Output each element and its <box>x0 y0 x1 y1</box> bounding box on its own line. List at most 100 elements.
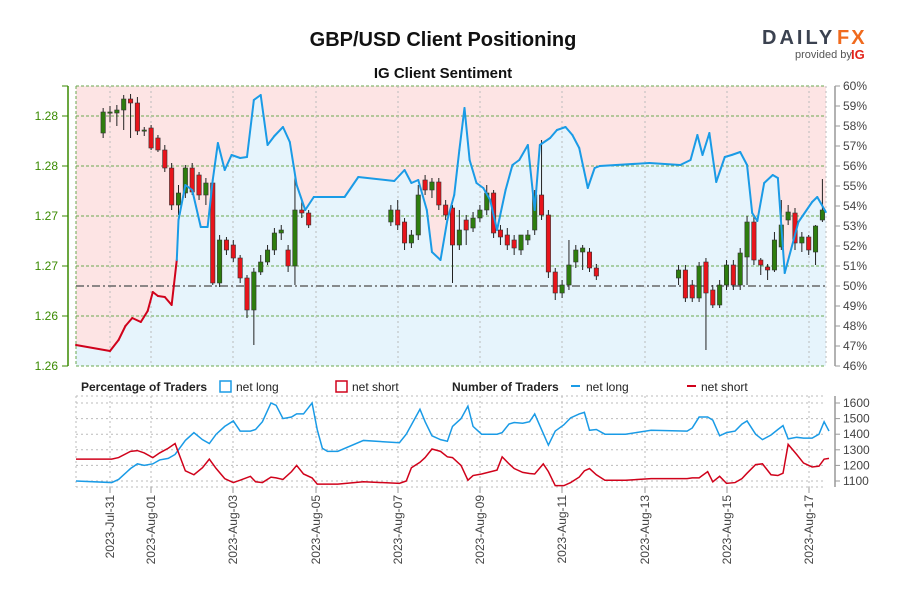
net-long-pct-segment <box>489 199 499 231</box>
net-long-pct-segment <box>797 201 814 223</box>
candle <box>237 255 243 283</box>
net-long-pct-segment <box>776 177 786 274</box>
candle-body <box>771 239 777 271</box>
logo-brand-right: FX <box>837 27 867 49</box>
candle-body <box>765 266 771 271</box>
candle <box>223 237 229 255</box>
candle <box>285 245 291 272</box>
candle-body <box>415 194 421 236</box>
date-tick-label: 2023-Aug-09 <box>473 495 487 565</box>
candle <box>710 285 716 308</box>
date-tick-label: 2023-Aug-03 <box>226 495 240 565</box>
net-long-pct-segment <box>715 156 726 183</box>
net-long-pct-segment <box>151 291 159 297</box>
candle-body <box>504 234 510 246</box>
price-tick-label: 1.26 <box>35 359 59 373</box>
candle-body <box>436 181 442 206</box>
net-long-pct-segment <box>723 154 733 158</box>
net-short-count-line <box>76 442 830 487</box>
net-long-pct-segment <box>475 182 485 189</box>
legend-pct-title: Percentage of Traders <box>81 380 207 394</box>
candle <box>771 232 777 272</box>
candle-body <box>244 277 250 311</box>
chart-subtitle: IG Client Sentiment <box>374 65 512 82</box>
date-tick-label: 2023-Aug-07 <box>391 495 405 565</box>
candle <box>134 97 140 135</box>
net-long-pct-segment <box>564 126 574 136</box>
candle-body <box>819 209 825 221</box>
candle-body <box>203 182 209 196</box>
net-long-pct-segment <box>701 132 711 156</box>
net-long-pct-segment <box>756 182 766 222</box>
legend-pct-short: net short <box>352 380 399 394</box>
date-tick-label: 2023-Aug-01 <box>144 495 158 565</box>
candle <box>292 175 298 285</box>
count-tick-label: 1600 <box>843 396 870 410</box>
net-long-pct-segment <box>571 134 581 149</box>
net-long-pct-segment <box>730 151 742 156</box>
candle-body <box>148 127 154 149</box>
candle-body <box>258 261 264 273</box>
net-long-pct-segment <box>230 154 242 159</box>
net-long-pct-segment <box>211 142 219 181</box>
candle-body <box>799 236 805 244</box>
net-long-pct-segment <box>177 184 187 221</box>
net-long-pct-segment <box>598 162 651 167</box>
candle <box>449 205 455 283</box>
candle-body <box>182 167 188 194</box>
net-long-pct-segment <box>538 137 552 146</box>
net-long-pct-segment <box>518 144 529 161</box>
candle <box>593 264 599 280</box>
candle-body <box>751 221 757 261</box>
net-long-pct-segment <box>816 196 827 213</box>
pct-tick-label: 59% <box>843 99 867 113</box>
logo-provided-by: provided by <box>795 49 852 61</box>
candle <box>813 225 819 265</box>
net-long-pct-segment <box>239 156 248 159</box>
candle-body <box>559 284 565 294</box>
candle-body <box>278 229 284 234</box>
pct-tick-label: 57% <box>843 139 867 153</box>
net-long-pct-segment <box>468 159 478 184</box>
net-long-pct-segment <box>223 154 233 171</box>
candle <box>244 275 250 318</box>
candle-body <box>388 209 394 223</box>
net-long-pct-segment <box>109 339 120 352</box>
candle <box>415 185 421 240</box>
date-tick-label: 2023-Aug-15 <box>720 495 734 565</box>
candle-body <box>306 212 312 226</box>
candle-body <box>710 289 716 306</box>
candle <box>723 260 729 290</box>
candle-body <box>723 264 729 286</box>
net-long-pct-segment <box>146 291 154 312</box>
candle-body <box>429 181 435 191</box>
candle <box>819 179 825 222</box>
net-long-pct-segment <box>696 134 704 156</box>
candle-body <box>806 236 812 251</box>
candle <box>682 265 688 302</box>
candle-body <box>525 234 531 241</box>
candle <box>107 106 113 122</box>
candle-body <box>703 261 709 294</box>
net-long-pct-segment <box>259 94 269 146</box>
candle <box>162 145 168 172</box>
candle-body <box>121 98 127 111</box>
candle-body <box>532 194 538 231</box>
candle <box>470 212 476 232</box>
candle-body <box>730 264 736 286</box>
net-long-pct-segment <box>304 196 315 211</box>
net-long-pct-segment <box>343 176 360 198</box>
candle <box>751 216 757 265</box>
net-long-pct-segment <box>453 149 461 196</box>
net-long-pct-segment <box>295 184 307 211</box>
pct-tick-label: 53% <box>843 219 867 233</box>
legend-num-title: Number of Traders <box>452 380 559 394</box>
candle <box>148 125 154 150</box>
net-long-pct-segment <box>648 162 682 166</box>
candle <box>443 200 449 220</box>
date-tick-label: 2023-Aug-17 <box>802 495 816 565</box>
candle-body <box>511 239 517 249</box>
candle-body <box>539 194 545 216</box>
net-long-pct-segment <box>533 144 541 211</box>
